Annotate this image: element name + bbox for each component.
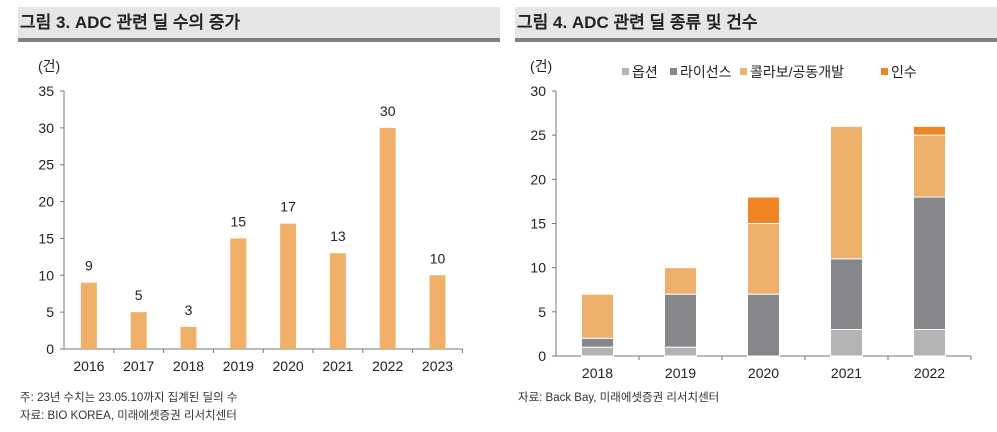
figure-3-title: 그림 3. ADC 관련 딜 수의 증가 <box>18 7 500 42</box>
y-tick-label: 20 <box>38 194 54 210</box>
bar <box>180 326 197 349</box>
data-label: 17 <box>280 199 296 215</box>
data-label: 13 <box>330 228 346 244</box>
bar-segment <box>581 346 614 357</box>
bar-segment <box>747 196 780 224</box>
bar <box>130 312 147 349</box>
y-tick-label: 15 <box>530 216 546 232</box>
bar <box>230 238 247 349</box>
y-tick-label: 5 <box>46 304 54 320</box>
figure-3-source: 자료: BIO KOREA, 미래에셋증권 리서치센터 <box>20 410 237 422</box>
y-tick-label: 25 <box>38 157 54 173</box>
x-tick-label: 2018 <box>173 358 204 374</box>
data-label: 9 <box>85 258 93 274</box>
data-label: 3 <box>185 302 193 318</box>
y-tick-label: 10 <box>38 267 54 283</box>
x-tick-label: 2016 <box>73 358 104 374</box>
x-tick-label: 2023 <box>422 358 453 374</box>
legend-swatch <box>881 68 888 75</box>
bar <box>429 275 446 349</box>
x-tick-label: 2022 <box>914 365 945 381</box>
bar <box>329 253 346 349</box>
legend-swatch <box>622 68 629 75</box>
legend-swatch <box>740 68 747 75</box>
y-axis-unit: (건) <box>38 58 60 74</box>
x-tick-label: 2021 <box>322 358 353 374</box>
y-tick-label: 30 <box>38 120 54 136</box>
legend-swatch <box>670 68 677 75</box>
x-tick-label: 2019 <box>665 365 696 381</box>
figure-4-title: 그림 4. ADC 관련 딜 종류 및 건수 <box>515 7 997 42</box>
data-label: 15 <box>231 213 247 229</box>
legend-label: 인수 <box>891 64 917 80</box>
y-tick-label: 25 <box>530 127 546 143</box>
bar <box>280 223 297 349</box>
data-label: 5 <box>135 287 143 303</box>
bar-segment <box>664 293 697 348</box>
bar-segment <box>913 125 946 136</box>
y-tick-label: 10 <box>530 260 546 276</box>
x-tick-label: 2020 <box>748 365 779 381</box>
bar-segment <box>913 134 946 198</box>
bar-segment <box>664 267 697 295</box>
x-tick-label: 2019 <box>223 358 254 374</box>
bar-segment <box>747 293 780 357</box>
bar-segment <box>830 125 863 260</box>
y-tick-label: 35 <box>38 83 54 99</box>
bar <box>80 282 97 349</box>
y-tick-label: 20 <box>530 171 546 187</box>
bar-segment <box>913 329 946 357</box>
bar-segment <box>830 258 863 331</box>
y-tick-label: 15 <box>38 230 54 246</box>
data-label: 10 <box>430 250 446 266</box>
y-tick-label: 5 <box>538 304 546 320</box>
x-tick-label: 2017 <box>123 358 154 374</box>
bar <box>379 127 396 349</box>
legend-label: 콜라보/공동개발 <box>750 64 844 80</box>
bar-segment <box>581 293 614 339</box>
y-tick-label: 0 <box>538 348 546 364</box>
x-tick-label: 2021 <box>831 365 862 381</box>
bar-segment <box>581 337 614 348</box>
y-tick-label: 30 <box>530 83 546 99</box>
bar-segment <box>913 196 946 330</box>
bar-segment <box>664 346 697 357</box>
bar-segment <box>830 329 863 357</box>
x-tick-label: 2022 <box>372 358 403 374</box>
x-tick-label: 2018 <box>582 365 613 381</box>
figure-3-note: 주: 23년 수치는 23.05.10까지 집계된 딜의 수 <box>20 392 238 404</box>
data-label: 30 <box>380 103 396 119</box>
y-axis-unit: (건) <box>530 58 552 74</box>
x-tick-label: 2020 <box>273 358 304 374</box>
y-tick-label: 0 <box>46 341 54 357</box>
figure-4-source: 자료: Back Bay, 미래에셋증권 리서치센터 <box>518 392 720 404</box>
legend-label: 라이선스 <box>680 64 732 80</box>
bar-segment <box>747 223 780 295</box>
legend-label: 옵션 <box>632 64 658 80</box>
